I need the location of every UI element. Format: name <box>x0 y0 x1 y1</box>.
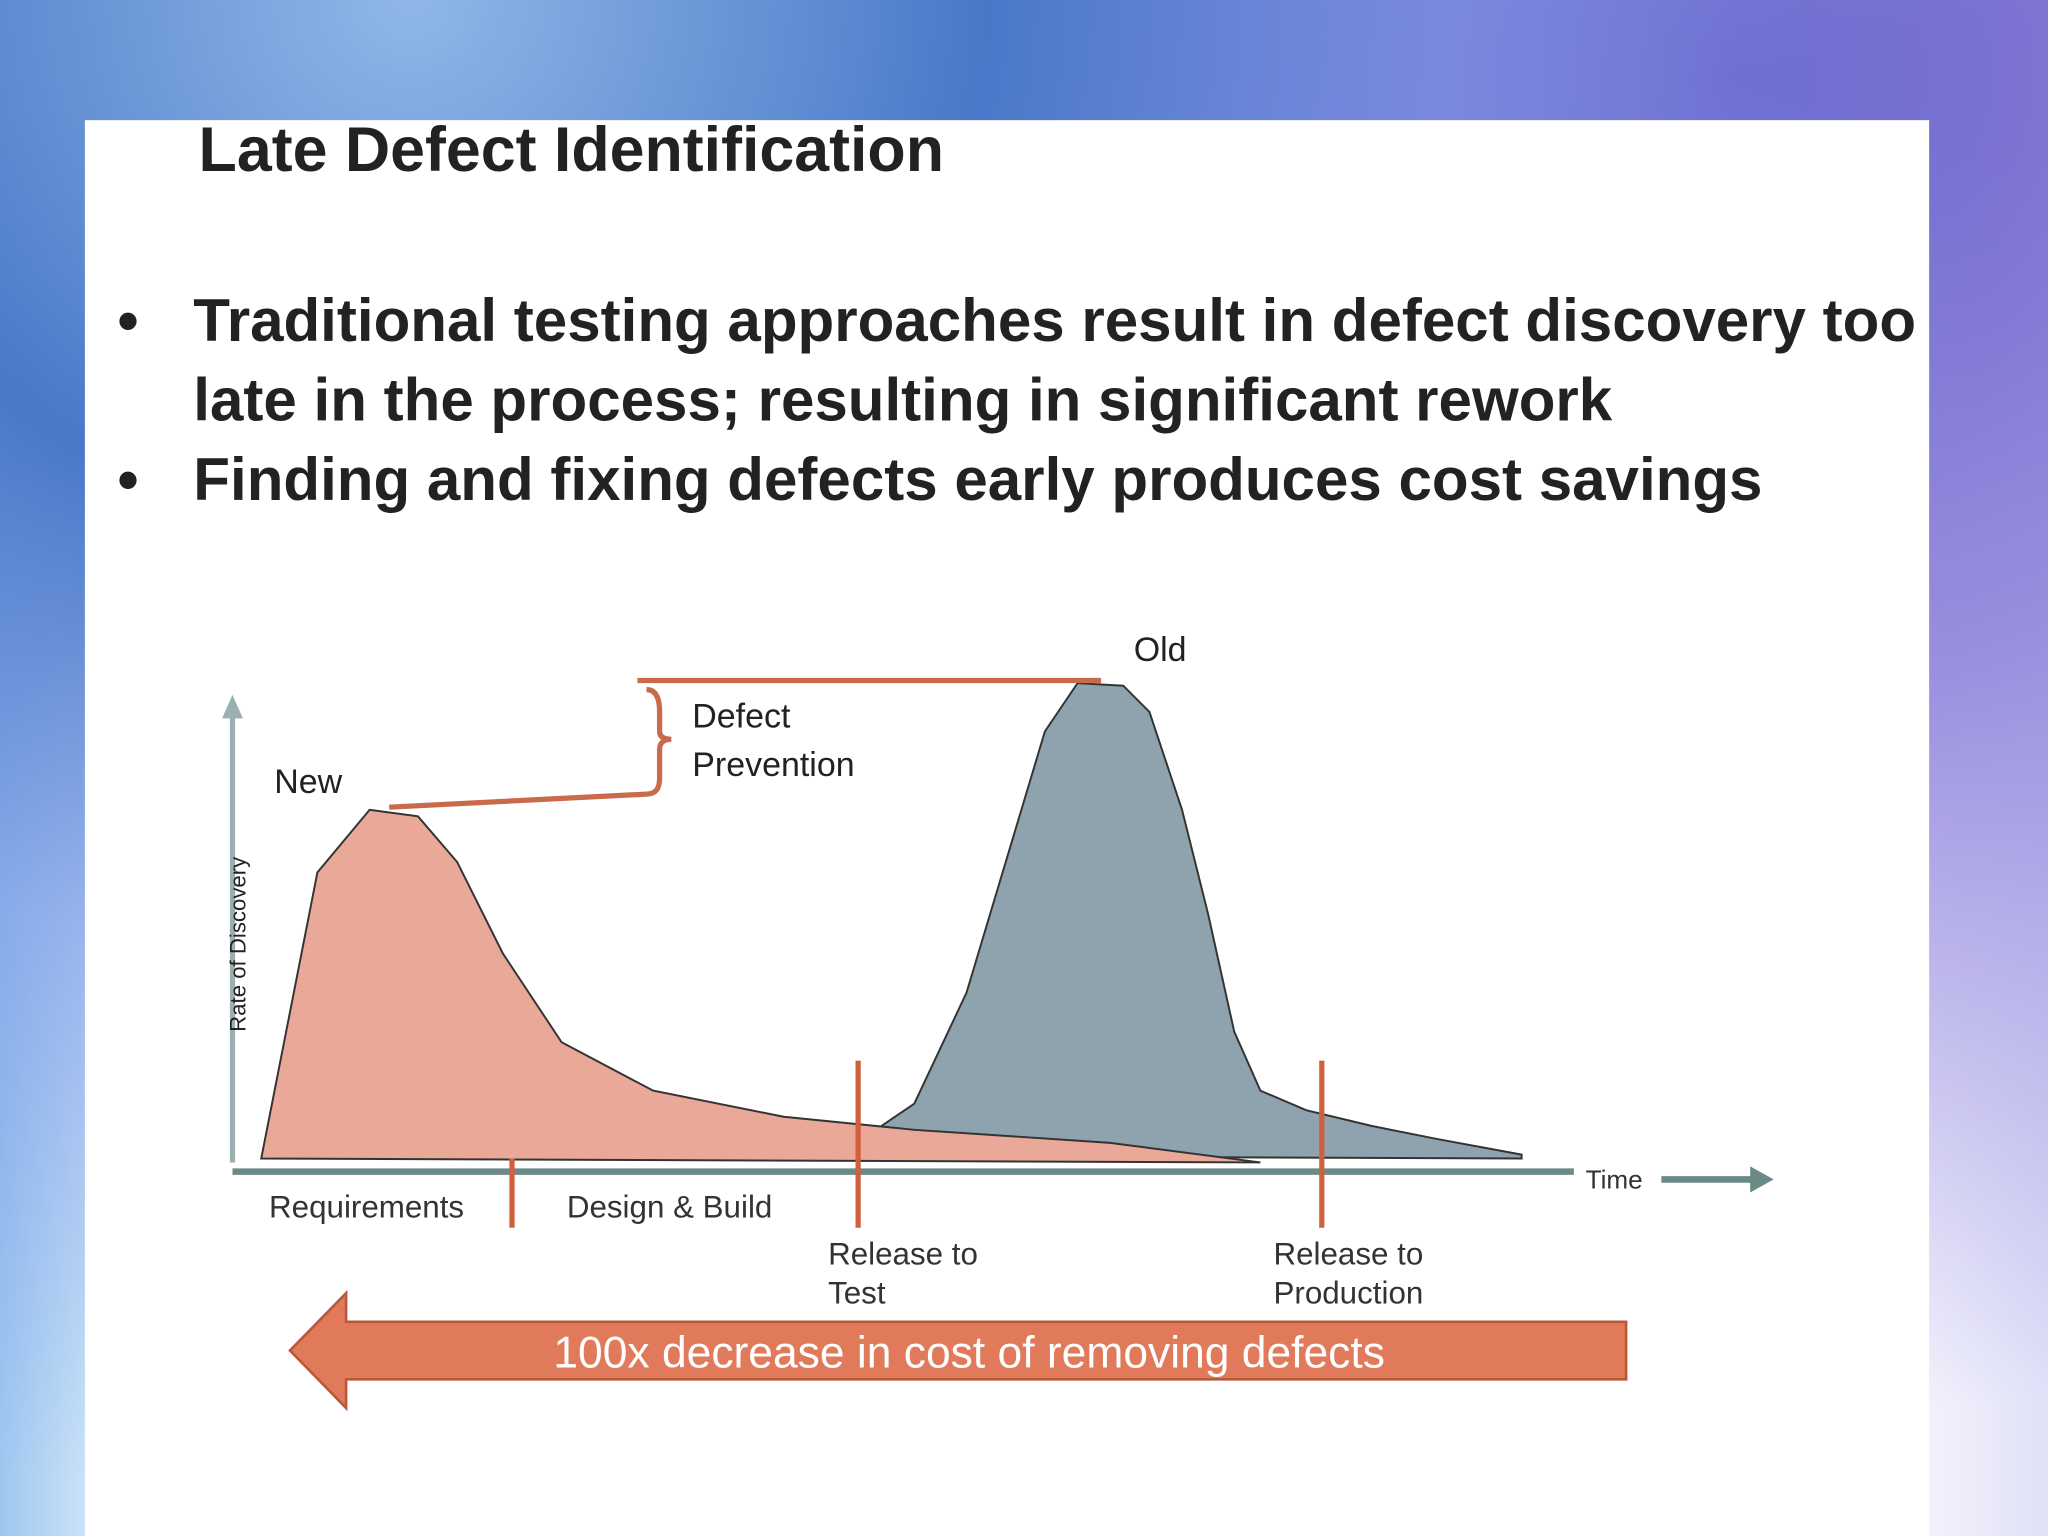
phase-label: Design & Build <box>567 1189 772 1224</box>
x-axis-label: Time <box>1586 1165 1643 1195</box>
y-axis-label: Rate of Discovery <box>226 856 251 1032</box>
new-curve <box>260 808 1261 1164</box>
old-label: Old <box>1134 631 1187 669</box>
cost-arrow <box>288 1289 1628 1412</box>
milestone-label: Release to Production <box>1273 1236 1424 1312</box>
bracket-label-box: Defect Prevention <box>692 696 855 784</box>
milestone-label: Release to Test <box>828 1236 978 1312</box>
defect-prevention-bracket <box>389 677 1102 810</box>
bullet: Traditional testing approaches result in… <box>118 281 1934 440</box>
bracket-label: Defect Prevention <box>692 696 855 784</box>
cost-arrow-label: 100x decrease in cost of removing defect… <box>553 1329 1385 1378</box>
milestone-lines <box>509 1060 1325 1228</box>
new-label: New <box>274 763 342 801</box>
bullet-list: Traditional testing approaches result in… <box>118 281 1934 520</box>
bullet: Finding and fixing defects early produce… <box>118 440 1934 520</box>
slide-title: Late Defect Identification <box>198 116 944 186</box>
time-arrowhead <box>1750 1166 1774 1193</box>
y-axis-arrowhead <box>222 694 243 719</box>
milestone-label-box: Release to Production <box>1273 1236 1424 1312</box>
old-curve <box>880 682 1523 1160</box>
milestone-label-box: Release to Test <box>828 1236 978 1312</box>
phase-label: Requirements <box>269 1189 464 1224</box>
